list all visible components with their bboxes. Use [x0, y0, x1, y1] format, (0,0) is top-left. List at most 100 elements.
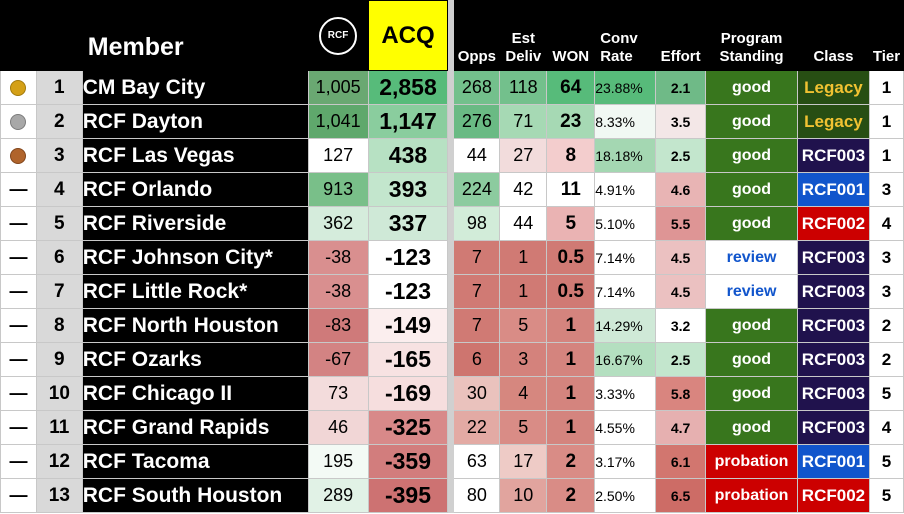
won-cell[interactable]: 1: [546, 308, 596, 343]
medal-cell[interactable]: [0, 104, 37, 139]
tier-cell[interactable]: 5: [868, 444, 904, 479]
effort-cell[interactable]: 4.5: [655, 274, 707, 309]
table-row[interactable]: — 9 RCF Ozarks -67 -165 6 3 1 16.67% 2.5 good RCF00…: [0, 342, 904, 377]
table-row[interactable]: — 13 RCF South Houston 289 -395 80 10 2 2.50% 6.5…: [0, 478, 904, 513]
class-cell[interactable]: RCF003: [796, 410, 870, 445]
est-deliv-cell[interactable]: 44: [499, 206, 548, 241]
won-cell[interactable]: 0.5: [546, 240, 596, 275]
program-standing-cell[interactable]: good: [705, 376, 798, 411]
opps-cell[interactable]: 7: [453, 274, 501, 309]
est-deliv-cell[interactable]: 10: [499, 478, 548, 513]
class-cell[interactable]: RCF002: [796, 206, 870, 241]
medal-cell[interactable]: —: [0, 376, 37, 411]
tier-cell[interactable]: 1: [868, 70, 904, 105]
score-cell[interactable]: 127: [307, 138, 369, 173]
table-row[interactable]: — 8 RCF North Houston -83 -149 7 5 1 14.29% 3.2 go…: [0, 308, 904, 343]
tier-cell[interactable]: 3: [868, 274, 904, 309]
program-standing-cell[interactable]: review: [705, 240, 798, 275]
rank-cell[interactable]: 3: [35, 138, 83, 173]
acq-cell[interactable]: -123: [367, 274, 449, 309]
est-deliv-cell[interactable]: 27: [499, 138, 548, 173]
est-deliv-cell[interactable]: 5: [499, 308, 548, 343]
member-name-cell[interactable]: RCF Las Vegas: [81, 138, 309, 173]
est-deliv-cell[interactable]: 42: [499, 172, 548, 207]
member-name-cell[interactable]: RCF Riverside: [81, 206, 309, 241]
opps-cell[interactable]: 63: [453, 444, 501, 479]
program-standing-cell[interactable]: good: [705, 206, 798, 241]
member-name-cell[interactable]: RCF Johnson City*: [81, 240, 309, 275]
table-row[interactable]: — 12 RCF Tacoma 195 -359 63 17 2 3.17% 6.1 probati…: [0, 444, 904, 479]
table-row[interactable]: — 4 RCF Orlando 913 393 224 42 11 4.91% 4.6 good RC…: [0, 172, 904, 207]
won-cell[interactable]: 5: [546, 206, 596, 241]
header-conv-rate[interactable]: Conv Rate: [594, 0, 657, 71]
opps-cell[interactable]: 224: [453, 172, 501, 207]
opps-cell[interactable]: 98: [453, 206, 501, 241]
program-standing-cell[interactable]: good: [705, 70, 798, 105]
program-standing-cell[interactable]: good: [705, 172, 798, 207]
opps-cell[interactable]: 268: [453, 70, 501, 105]
est-deliv-cell[interactable]: 71: [499, 104, 548, 139]
conv-rate-cell[interactable]: 3.17%: [594, 444, 657, 479]
tier-cell[interactable]: 5: [868, 376, 904, 411]
acq-cell[interactable]: 337: [367, 206, 449, 241]
rank-cell[interactable]: 1: [35, 70, 83, 105]
header-class[interactable]: Class: [796, 0, 870, 71]
medal-cell[interactable]: [0, 138, 37, 173]
medal-cell[interactable]: —: [0, 342, 37, 377]
program-standing-cell[interactable]: review: [705, 274, 798, 309]
est-deliv-cell[interactable]: 4: [499, 376, 548, 411]
class-cell[interactable]: Legacy: [796, 104, 870, 139]
won-cell[interactable]: 23: [546, 104, 596, 139]
acq-cell[interactable]: -359: [367, 444, 449, 479]
rank-cell[interactable]: 10: [35, 376, 83, 411]
score-cell[interactable]: 1,041: [307, 104, 369, 139]
tier-cell[interactable]: 3: [868, 240, 904, 275]
program-standing-cell[interactable]: good: [705, 410, 798, 445]
member-name-cell[interactable]: RCF Tacoma: [81, 444, 309, 479]
conv-rate-cell[interactable]: 14.29%: [594, 308, 657, 343]
class-cell[interactable]: RCF003: [796, 240, 870, 275]
program-standing-cell[interactable]: probation: [705, 478, 798, 513]
opps-cell[interactable]: 276: [453, 104, 501, 139]
effort-cell[interactable]: 3.5: [655, 104, 707, 139]
medal-cell[interactable]: —: [0, 172, 37, 207]
effort-cell[interactable]: 6.5: [655, 478, 707, 513]
opps-cell[interactable]: 22: [453, 410, 501, 445]
won-cell[interactable]: 11: [546, 172, 596, 207]
program-standing-cell[interactable]: good: [705, 138, 798, 173]
program-standing-cell[interactable]: probation: [705, 444, 798, 479]
rank-cell[interactable]: 7: [35, 274, 83, 309]
medal-cell[interactable]: —: [0, 206, 37, 241]
effort-cell[interactable]: 4.6: [655, 172, 707, 207]
won-cell[interactable]: 64: [546, 70, 596, 105]
member-name-cell[interactable]: RCF Ozarks: [81, 342, 309, 377]
rank-cell[interactable]: 5: [35, 206, 83, 241]
acq-cell[interactable]: -395: [367, 478, 449, 513]
tier-cell[interactable]: 5: [868, 478, 904, 513]
acq-cell[interactable]: -325: [367, 410, 449, 445]
conv-rate-cell[interactable]: 23.88%: [594, 70, 657, 105]
header-effort[interactable]: Effort: [655, 0, 707, 71]
score-cell[interactable]: 46: [307, 410, 369, 445]
medal-cell[interactable]: —: [0, 444, 37, 479]
won-cell[interactable]: 1: [546, 342, 596, 377]
medal-cell[interactable]: —: [0, 410, 37, 445]
class-cell[interactable]: RCF003: [796, 342, 870, 377]
effort-cell[interactable]: 5.8: [655, 376, 707, 411]
medal-cell[interactable]: —: [0, 478, 37, 513]
score-cell[interactable]: -38: [307, 240, 369, 275]
header-acq[interactable]: ACQ: [367, 0, 449, 71]
est-deliv-cell[interactable]: 3: [499, 342, 548, 377]
member-name-cell[interactable]: CM Bay City: [81, 70, 309, 105]
rank-cell[interactable]: 12: [35, 444, 83, 479]
class-cell[interactable]: Legacy: [796, 70, 870, 105]
conv-rate-cell[interactable]: 8.33%: [594, 104, 657, 139]
member-name-cell[interactable]: RCF South Houston: [81, 478, 309, 513]
member-name-cell[interactable]: RCF North Houston: [81, 308, 309, 343]
member-name-cell[interactable]: RCF Chicago II: [81, 376, 309, 411]
effort-cell[interactable]: 5.5: [655, 206, 707, 241]
rank-cell[interactable]: 11: [35, 410, 83, 445]
header-member[interactable]: Member: [81, 0, 309, 71]
class-cell[interactable]: RCF003: [796, 308, 870, 343]
medal-cell[interactable]: —: [0, 274, 37, 309]
